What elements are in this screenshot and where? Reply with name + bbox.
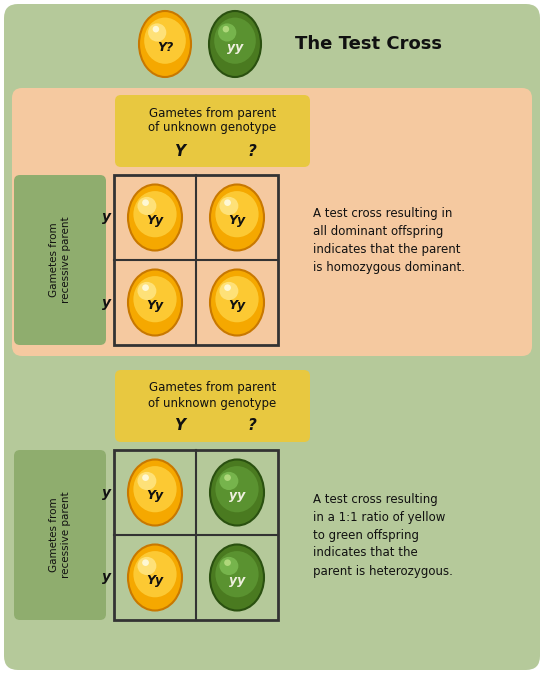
Text: A test cross resulting
in a 1:1 ratio of yellow
to green offspring
indicates tha: A test cross resulting in a 1:1 ratio of… [313, 493, 453, 578]
Text: Gametes from parent: Gametes from parent [149, 106, 276, 119]
Ellipse shape [142, 284, 149, 291]
Ellipse shape [210, 185, 264, 251]
Bar [114, 450, 278, 620]
Text: Y: Y [174, 419, 185, 433]
FancyBboxPatch shape [14, 450, 106, 620]
Ellipse shape [144, 18, 186, 64]
Text: Y: Y [174, 144, 185, 158]
Text: A test cross resulting in
all dominant offspring
indicates that the parent
is ho: A test cross resulting in all dominant o… [313, 206, 465, 274]
Ellipse shape [224, 474, 231, 481]
Text: Yy: Yy [228, 214, 245, 227]
Text: y: y [102, 295, 110, 309]
Ellipse shape [224, 284, 231, 291]
Text: The Test Cross: The Test Cross [295, 35, 442, 53]
FancyBboxPatch shape [12, 88, 532, 356]
Ellipse shape [224, 559, 231, 566]
Ellipse shape [222, 26, 229, 32]
Ellipse shape [215, 191, 258, 237]
Ellipse shape [210, 460, 264, 526]
Ellipse shape [142, 200, 149, 206]
Text: yy: yy [229, 574, 245, 587]
Text: ?: ? [247, 419, 256, 433]
Ellipse shape [133, 466, 177, 512]
Text: of unknown genotype: of unknown genotype [149, 396, 277, 410]
Ellipse shape [128, 185, 182, 251]
Text: Yy: Yy [146, 299, 164, 312]
Ellipse shape [215, 551, 258, 597]
Text: Yy: Yy [146, 489, 164, 502]
Text: ?: ? [247, 144, 256, 158]
FancyBboxPatch shape [4, 4, 540, 670]
Ellipse shape [210, 545, 264, 611]
Ellipse shape [142, 559, 149, 566]
Ellipse shape [128, 545, 182, 611]
Ellipse shape [142, 474, 149, 481]
Ellipse shape [219, 197, 238, 215]
Ellipse shape [128, 270, 182, 336]
Ellipse shape [219, 472, 238, 490]
FancyBboxPatch shape [115, 370, 310, 442]
Ellipse shape [215, 276, 258, 322]
Text: y: y [102, 570, 110, 584]
Ellipse shape [138, 197, 156, 215]
Text: y: y [102, 210, 110, 224]
Text: yy: yy [229, 489, 245, 502]
Ellipse shape [148, 24, 166, 42]
Ellipse shape [219, 557, 238, 575]
Ellipse shape [215, 466, 258, 512]
Ellipse shape [133, 551, 177, 597]
Text: Gametes from
recessive parent: Gametes from recessive parent [49, 216, 71, 303]
Ellipse shape [128, 460, 182, 526]
Ellipse shape [218, 24, 236, 42]
Ellipse shape [133, 191, 177, 237]
Text: Gametes from
recessive parent: Gametes from recessive parent [49, 492, 71, 578]
Ellipse shape [139, 11, 191, 77]
FancyBboxPatch shape [14, 175, 106, 345]
Ellipse shape [214, 18, 256, 64]
Text: Yy: Yy [146, 214, 164, 227]
Ellipse shape [138, 282, 156, 300]
Ellipse shape [210, 270, 264, 336]
Text: Yy: Yy [146, 574, 164, 587]
Ellipse shape [219, 282, 238, 300]
Text: yy: yy [227, 41, 243, 54]
Text: y: y [102, 485, 110, 499]
Ellipse shape [224, 200, 231, 206]
FancyBboxPatch shape [12, 362, 532, 662]
Ellipse shape [138, 472, 156, 490]
Ellipse shape [209, 11, 261, 77]
Text: of unknown genotype: of unknown genotype [149, 121, 277, 135]
Ellipse shape [153, 26, 159, 32]
Text: Gametes from parent: Gametes from parent [149, 381, 276, 394]
Text: Yy: Yy [228, 299, 245, 312]
FancyBboxPatch shape [115, 95, 310, 167]
Ellipse shape [133, 276, 177, 322]
Text: Y?: Y? [157, 41, 173, 54]
Ellipse shape [138, 557, 156, 575]
Bar [114, 175, 278, 345]
